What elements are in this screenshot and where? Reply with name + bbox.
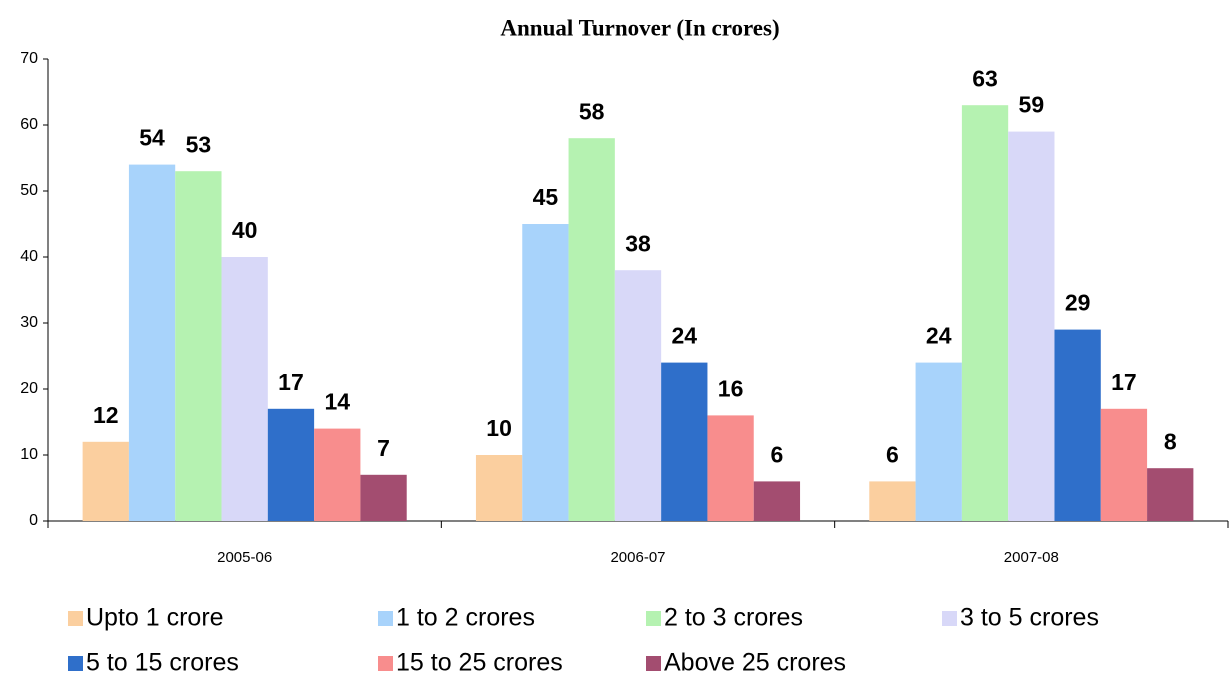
legend-swatch [646,611,661,626]
data-label: 24 [926,323,952,349]
y-tick-label: 20 [20,380,38,397]
legend-label: Above 25 crores [664,649,846,677]
data-label: 58 [579,98,605,124]
data-label: 6 [771,441,784,467]
data-label: 24 [672,323,698,349]
bar [1147,468,1194,521]
y-tick-label: 40 [20,248,38,265]
bar [82,441,129,521]
data-label: 8 [1164,428,1177,454]
data-label: 14 [324,389,350,415]
data-label: 38 [625,230,651,256]
data-label: 40 [232,217,258,243]
data-label: 54 [139,125,165,151]
bar [267,408,315,521]
bar [221,257,268,521]
chart-title: Annual Turnover (In crores) [500,15,779,40]
bar [175,171,222,521]
bar [614,270,662,521]
x-tick-label: 2005-06 [217,549,272,566]
legend-label: 15 to 25 crores [396,649,563,677]
data-label: 7 [377,435,390,461]
bar [869,481,916,521]
legend-swatch [68,611,83,626]
bar [360,474,407,521]
y-tick-label: 10 [20,446,38,463]
y-tick-label: 30 [20,314,38,331]
data-label: 17 [278,369,304,395]
bar [961,105,1009,521]
legend-label: 2 to 3 crores [664,604,803,632]
y-tick-label: 70 [20,50,38,67]
data-label: 59 [1019,92,1045,118]
legend-swatch [942,611,957,626]
bar [314,428,361,521]
x-tick-label: 2006-07 [610,549,665,566]
data-label: 17 [1111,369,1137,395]
y-tick-label: 60 [20,116,38,133]
legend-label: 1 to 2 crores [396,604,535,632]
data-label: 12 [93,402,119,428]
legend-label: 3 to 5 crores [960,604,1099,632]
legend-swatch [68,656,83,671]
x-tick-label: 2007-08 [1004,549,1059,566]
data-label: 16 [718,375,744,401]
data-label: 10 [486,415,512,441]
bar [661,362,708,521]
bar [568,138,615,521]
bar [522,224,569,521]
bar [1100,408,1148,521]
bar [475,455,523,521]
bar [915,362,962,521]
y-tick-label: 0 [29,512,38,529]
data-label: 45 [533,184,559,210]
data-label: 6 [886,441,899,467]
bar [1054,329,1101,521]
bar [707,415,754,521]
legend-swatch [378,611,393,626]
legend-swatch [378,656,393,671]
data-label: 63 [972,65,998,91]
y-tick-label: 50 [20,182,38,199]
bar [128,164,176,521]
data-label: 29 [1065,290,1091,316]
legend-swatch [646,656,661,671]
legend-label: Upto 1 crore [86,604,224,632]
bar [1008,131,1055,521]
bar [753,481,801,521]
legend-label: 5 to 15 crores [86,649,239,677]
data-label: 53 [186,131,212,157]
